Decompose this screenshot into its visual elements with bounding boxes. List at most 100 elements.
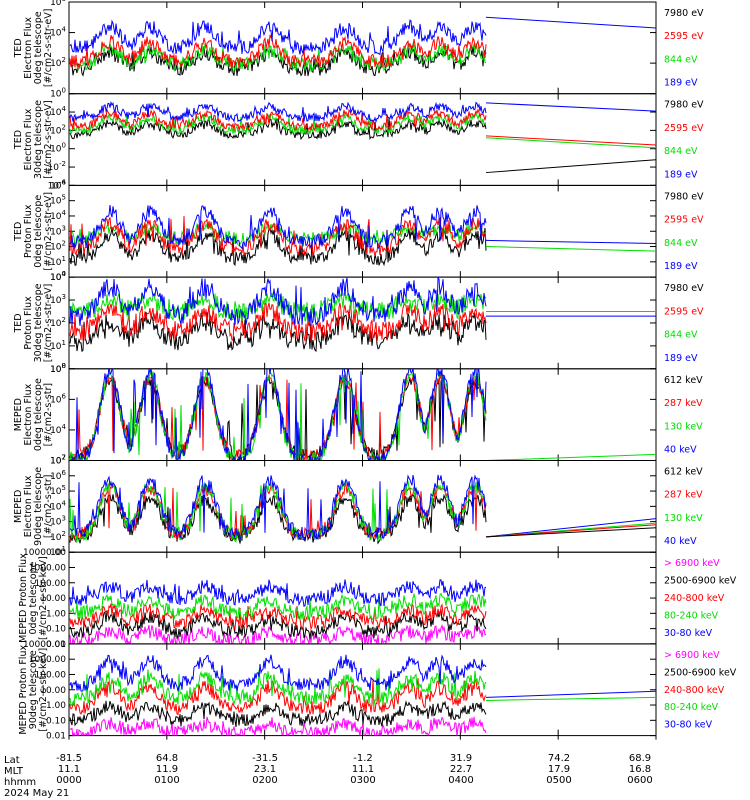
ytick-label: 105 [50,484,66,497]
panel-ylabel: TEDElectron Flux30deg telescope[#/cm2-s-… [13,100,54,179]
ytick-label: 1.00 [46,609,66,619]
series-tail [485,518,656,538]
series-trace [69,41,487,73]
ytick-label: 100 [50,362,66,375]
ytick-label: 102 [50,123,66,136]
ytick-label: 104 [50,26,66,39]
ytick-label: 102 [50,240,66,253]
panel-ylabel: MEPEDElectron Flux90deg telescope[#/cm2-… [13,467,54,546]
panel-5: 102 104 106 108 MEPEDElectron Flux0deg teles… [13,362,703,467]
legend-entry: 30-80 keV [664,628,713,639]
footer-hhmm-0: 0000 [56,775,82,786]
ytick-label: 104 [50,270,66,283]
legend-entry: 40 keV [664,536,697,547]
footer-lat-0: -81.5 [56,753,82,764]
ytick-label: 0.01 [46,640,66,650]
footer-lat-1: 64.8 [155,753,179,764]
series-tail [485,527,656,538]
legend-entry: 2595 eV [664,215,704,226]
series-trace [69,624,487,644]
ytick-label: 106 [50,178,66,191]
series-trace [69,301,487,342]
series-tail [485,16,656,29]
series-trace [69,373,487,461]
ytick-label: 103 [50,224,66,237]
series-trace [69,19,487,56]
legend-entry: 189 eV [664,353,698,364]
ytick-label: 10000.00 [23,548,66,558]
series-trace [69,608,487,640]
legend-entry: 844 eV [664,330,698,341]
series-tail [485,690,656,698]
series-trace [69,668,487,706]
series-trace [69,678,487,716]
footer-lat-6: 68.9 [628,753,652,764]
ytick-label: 103 [50,515,66,528]
ytick-label: 101 [50,545,66,558]
footer-row-label-lat: Lat [4,755,20,766]
ytick-label: 100.00 [35,670,67,680]
footer-mlt-5: 17.9 [547,764,571,775]
series-trace [69,699,487,727]
ytick-label: 10-2 [48,160,66,173]
panel-ylabel: MEPED Proton Flux90deg telescope[#/cm2-s… [18,645,49,735]
series-tail [485,453,656,461]
legend-entry: 189 eV [664,169,698,180]
series-tail [485,159,656,174]
ytick-label: 1000.00 [29,563,66,573]
legend-entry: 844 eV [664,238,698,249]
footer-row-label-date: 2024 May 21 [4,788,70,799]
legend-entry: 844 eV [664,54,698,65]
ytick-label: 104 [50,209,66,222]
legend-entry: > 6900 keV [664,558,720,569]
series-trace [69,116,487,141]
footer-mlt-3: 11.1 [351,764,375,775]
ytick-label: 101 [50,255,66,268]
panel-1: 100 102 104 106TEDElectron Flux0deg telesco… [13,0,704,100]
series-trace [69,716,487,736]
legend-entry: > 6900 keV [664,650,720,661]
legend-entry: 189 eV [664,261,698,272]
ytick-label: 106 [50,469,66,482]
legend-entry: 7980 eV [664,8,704,19]
series-tail [485,239,656,244]
footer-hhmm-5: 0500 [546,775,572,786]
ytick-label: 102 [50,454,66,467]
ytick-label: 106 [50,392,66,405]
legend-entry: 7980 eV [664,191,704,202]
legend-entry: 80-240 keV [664,610,719,621]
footer-mlt-2: 23.1 [253,764,277,775]
legend-entry: 2595 eV [664,123,704,134]
footer-mlt-0: 11.1 [57,764,81,775]
ytick-label: 0.10 [46,716,66,726]
ytick-label: 100 [50,270,66,283]
ytick-label: 104 [50,105,66,118]
legend-entry: 130 keV [664,421,703,432]
ytick-label: 0.10 [46,625,66,635]
panel-ylabel: TEDProton Flux30deg telescope[#/cm2-s-st… [13,283,54,362]
series-tail [485,524,656,538]
series-trace [70,368,487,461]
legend-entry: 130 keV [664,513,703,524]
ytick-label: 103 [50,293,66,306]
ytick-label: 106 [50,0,66,8]
series-trace [69,592,487,621]
ytick-label: 10-4 [48,178,67,191]
series-tail [485,102,656,112]
ytick-label: 100.00 [35,579,67,589]
legend-entry: 30-80 keV [664,720,713,731]
footer-lat-4: 31.9 [449,753,473,764]
legend-entry: 7980 eV [664,283,704,294]
series-trace [69,291,487,323]
panel-8: 0.01 0.10 1.00 10.00 100.00 1000.00 10000.00ME… [18,640,737,742]
footer-mlt-4: 22.7 [449,764,473,775]
panel-ylabel: TEDProton Flux0deg telescope[#/cm2-s-str… [13,192,54,271]
legend-entry: 7980 eV [664,100,704,111]
panel-ylabel: TEDElectron Flux0deg telescope[#/cm2-s-s… [13,9,54,88]
ytick-label: 105 [50,194,66,207]
series-trace [69,375,487,461]
series-tail [485,135,656,146]
ytick-label: 104 [50,423,66,436]
